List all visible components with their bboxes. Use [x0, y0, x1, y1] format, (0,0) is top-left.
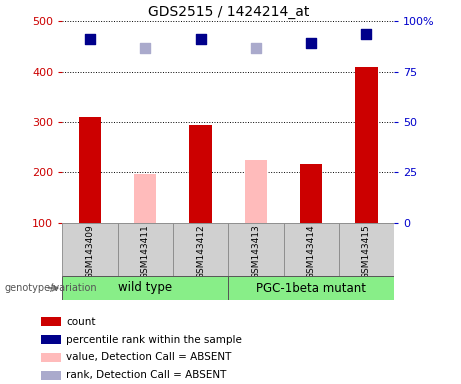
Point — [142, 45, 149, 51]
Bar — [41, 335, 61, 344]
Text: GSM143411: GSM143411 — [141, 224, 150, 279]
Text: rank, Detection Call = ABSENT: rank, Detection Call = ABSENT — [66, 370, 227, 380]
Text: PGC-1beta mutant: PGC-1beta mutant — [256, 281, 366, 295]
Bar — [134, 174, 156, 223]
Title: GDS2515 / 1424214_at: GDS2515 / 1424214_at — [148, 5, 309, 19]
Bar — [41, 353, 61, 362]
Point — [307, 40, 315, 46]
Point — [252, 45, 260, 51]
Bar — [339, 223, 394, 276]
Bar — [118, 223, 173, 276]
Bar — [62, 223, 118, 276]
Point — [363, 31, 370, 37]
Text: genotype/variation: genotype/variation — [5, 283, 97, 293]
Bar — [228, 223, 284, 276]
Bar — [41, 317, 61, 326]
Bar — [62, 276, 228, 300]
Text: GSM143412: GSM143412 — [196, 224, 205, 279]
Bar — [300, 164, 322, 223]
Bar — [173, 223, 228, 276]
Bar — [355, 68, 378, 223]
Text: GSM143413: GSM143413 — [251, 224, 260, 279]
Bar — [189, 126, 212, 223]
Point — [86, 36, 94, 42]
Text: GSM143409: GSM143409 — [85, 224, 95, 279]
Bar — [79, 117, 101, 223]
Bar — [284, 223, 339, 276]
Bar — [245, 160, 267, 223]
Text: percentile rank within the sample: percentile rank within the sample — [66, 334, 242, 344]
Bar — [228, 276, 394, 300]
Text: GSM143414: GSM143414 — [307, 224, 316, 279]
Text: value, Detection Call = ABSENT: value, Detection Call = ABSENT — [66, 353, 232, 362]
Point — [197, 36, 204, 42]
Bar — [41, 371, 61, 380]
Text: GSM143415: GSM143415 — [362, 224, 371, 279]
Text: count: count — [66, 317, 96, 327]
Text: wild type: wild type — [118, 281, 172, 295]
